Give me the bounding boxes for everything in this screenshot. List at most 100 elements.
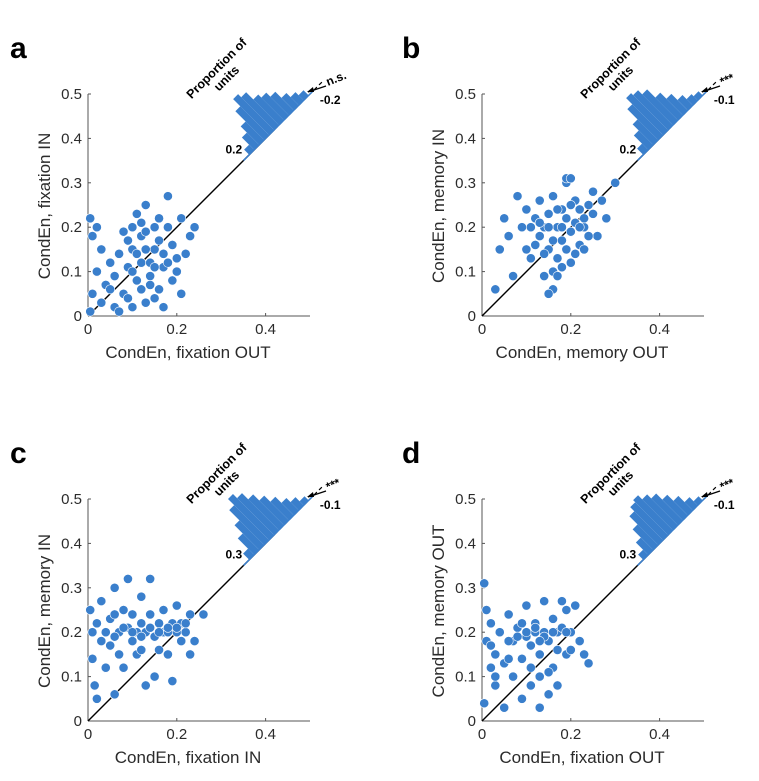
panel-label: c xyxy=(10,437,27,470)
panel-label: a xyxy=(10,32,27,65)
data-point xyxy=(499,702,510,713)
data-point xyxy=(163,649,173,660)
x-axis-label: CondEn, fixation OUT xyxy=(499,748,664,767)
data-point xyxy=(574,204,585,215)
data-point xyxy=(154,645,164,655)
data-point xyxy=(557,596,567,607)
hist-tick-left: 0.3 xyxy=(619,547,636,561)
data-point xyxy=(601,213,612,224)
data-point xyxy=(136,618,147,629)
hist-bar xyxy=(248,494,284,531)
data-point xyxy=(163,222,173,233)
y-tick-label: 0.1 xyxy=(61,264,82,281)
data-point xyxy=(154,618,164,629)
data-point xyxy=(503,636,514,646)
x-axis-label: CondEn, fixation IN xyxy=(115,748,261,767)
data-point xyxy=(479,578,490,589)
x-tick-label: 0 xyxy=(84,726,92,743)
data-point xyxy=(490,671,501,682)
data-point xyxy=(543,222,554,233)
y-tick-label: 0.4 xyxy=(61,535,82,552)
data-point xyxy=(517,653,527,664)
data-point xyxy=(96,244,107,255)
data-point xyxy=(176,213,187,224)
data-point xyxy=(583,658,594,669)
data-point xyxy=(503,609,514,620)
significance-label: n.s. xyxy=(324,68,348,89)
hist-bar xyxy=(677,95,693,111)
y-tick-label: 0 xyxy=(74,308,82,325)
data-point xyxy=(140,200,151,210)
data-point xyxy=(508,271,518,281)
data-point xyxy=(561,605,572,615)
data-point xyxy=(180,627,191,638)
hist-bar xyxy=(651,493,683,526)
data-point xyxy=(530,240,541,250)
hist-bar xyxy=(673,495,693,516)
data-point xyxy=(127,636,138,646)
arrow-head-icon xyxy=(701,87,708,92)
data-point xyxy=(118,605,129,615)
hist-baseline xyxy=(243,89,315,161)
data-point xyxy=(565,226,576,237)
data-point xyxy=(490,284,501,295)
hist-bar xyxy=(633,495,673,536)
data-point xyxy=(89,680,100,691)
y-tick-label: 0 xyxy=(74,713,82,730)
x-tick-label: 0.2 xyxy=(560,321,581,338)
hist-bar xyxy=(635,537,654,555)
data-point xyxy=(508,671,518,682)
data-point xyxy=(534,195,545,206)
data-point xyxy=(171,266,182,277)
hist-baseline xyxy=(637,494,709,566)
data-point xyxy=(534,702,545,713)
data-point xyxy=(127,266,138,277)
data-point xyxy=(534,231,545,241)
data-point xyxy=(91,618,102,629)
data-point xyxy=(579,244,590,255)
hist-tick-right: -0.2 xyxy=(320,93,341,107)
data-point xyxy=(163,191,173,202)
data-point xyxy=(91,222,102,233)
data-point xyxy=(127,222,138,233)
data-point xyxy=(91,266,102,277)
data-point xyxy=(499,213,510,224)
data-point xyxy=(96,596,107,607)
hist-bar xyxy=(633,130,654,150)
hist-bar xyxy=(666,93,688,116)
data-point xyxy=(552,645,563,655)
hist-bar xyxy=(290,92,304,106)
data-point xyxy=(481,605,492,615)
data-point xyxy=(145,280,156,290)
y-tick-label: 0.5 xyxy=(61,491,82,508)
y-axis-label: CondEn, fixation IN xyxy=(35,133,54,279)
hist-bar xyxy=(630,502,668,540)
data-point xyxy=(136,217,147,228)
hist-bar xyxy=(627,104,664,140)
data-point xyxy=(100,662,111,673)
data-point xyxy=(149,293,160,304)
y-tick-label: 0.3 xyxy=(61,175,82,192)
unity-line xyxy=(481,534,669,722)
x-tick-label: 0.2 xyxy=(560,726,581,743)
data-point xyxy=(539,596,550,607)
y-axis-label: CondEn, memory IN xyxy=(429,129,448,283)
x-tick-label: 0.2 xyxy=(166,321,187,338)
data-point xyxy=(189,222,200,233)
data-point xyxy=(596,195,607,206)
data-point xyxy=(123,235,133,246)
hist-tick-right: -0.1 xyxy=(714,498,735,512)
data-point xyxy=(109,689,120,700)
data-point xyxy=(592,231,603,241)
hist-tick-left: 0.2 xyxy=(619,142,636,156)
hist-bar xyxy=(270,496,294,521)
y-tick-label: 0 xyxy=(468,713,476,730)
y-tick-label: 0.4 xyxy=(455,130,476,147)
panel-d: d 0 0.2 0.4 0 0.1 0.2 0.3 0.4 0.5 CondEn, fixation… xyxy=(402,437,736,767)
hist-bar xyxy=(281,497,299,516)
hist-baseline xyxy=(637,89,709,161)
data-point xyxy=(154,235,164,246)
data-point xyxy=(167,275,178,286)
